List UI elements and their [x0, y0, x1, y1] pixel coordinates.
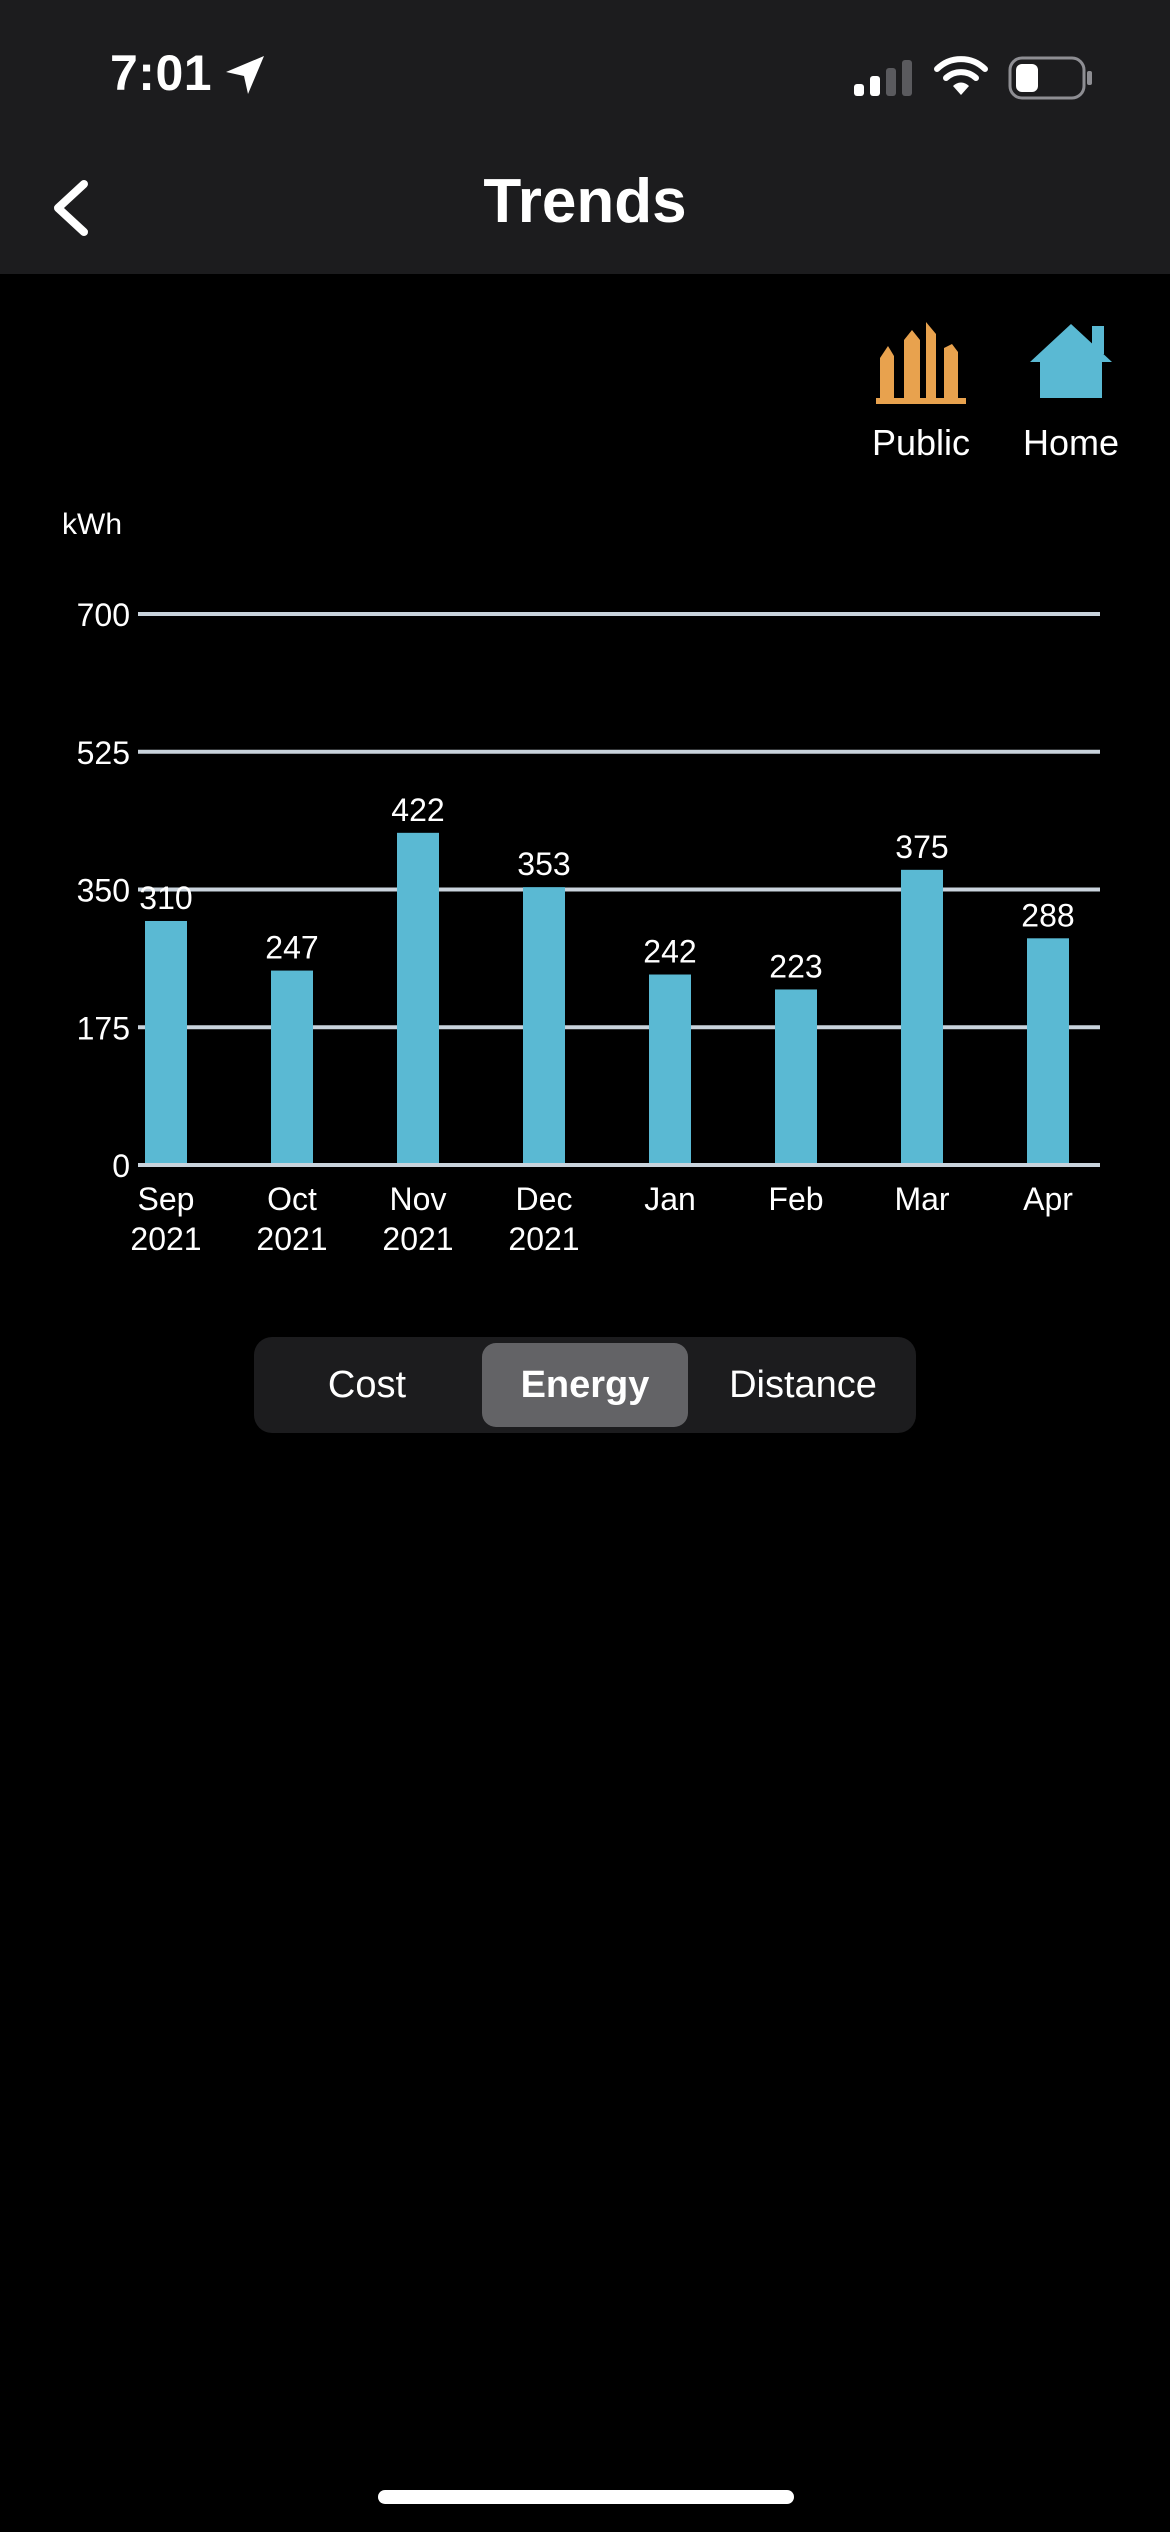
- segment-cost[interactable]: Cost: [327, 1364, 407, 1406]
- page-title: Trends: [483, 167, 687, 236]
- bar-value-label: 242: [643, 934, 696, 970]
- x-tick-label: Mar: [894, 1181, 949, 1217]
- cell-signal-icon: [854, 60, 912, 96]
- back-chevron-icon[interactable]: [34, 170, 110, 246]
- home-indicator: [378, 2490, 794, 2504]
- bar: [397, 832, 439, 1163]
- location-arrow-icon: [226, 56, 264, 94]
- y-tick-label: 175: [77, 1010, 130, 1046]
- bar-value-label: 247: [265, 930, 318, 966]
- public-filter-button[interactable]: Public: [851, 318, 991, 464]
- navigation-bar: Trends: [0, 150, 1170, 274]
- metric-segmented-control: Cost Energy Distance: [254, 1337, 916, 1433]
- y-tick-label: 350: [77, 873, 130, 909]
- x-tick-label: Jan: [644, 1181, 696, 1217]
- wifi-icon: [934, 56, 988, 95]
- bar: [145, 920, 187, 1163]
- x-tick-year-label: 2021: [256, 1221, 327, 1257]
- bar-value-label: 288: [1021, 897, 1074, 933]
- y-axis-unit-label: kWh: [62, 508, 122, 541]
- bar: [649, 974, 691, 1163]
- x-tick-label: Apr: [1023, 1181, 1073, 1217]
- x-tick-year-label: 2021: [130, 1221, 201, 1257]
- house-icon: [1030, 324, 1112, 398]
- y-tick-label: 525: [77, 735, 130, 771]
- bar: [271, 970, 313, 1163]
- bar: [1027, 938, 1069, 1163]
- city-buildings-icon: [876, 322, 966, 404]
- status-bar: 7:01: [0, 0, 1170, 150]
- segment-energy[interactable]: Energy: [482, 1343, 688, 1427]
- home-filter-button[interactable]: Home: [1001, 318, 1141, 464]
- bar: [901, 869, 943, 1163]
- header-area: 7:01 Trends: [0, 0, 1170, 274]
- bar-value-label: 310: [139, 880, 192, 916]
- x-tick-year-label: 2021: [508, 1221, 579, 1257]
- x-tick-label: Sep: [138, 1181, 195, 1217]
- y-tick-label: 700: [77, 597, 130, 633]
- x-tick-year-label: 2021: [382, 1221, 453, 1257]
- energy-bar-chart: kWh 0 175 350 525 700 310 Sep 2021 247 Oct 2021 422 N…: [0, 490, 1170, 1290]
- bar-value-label: 422: [391, 792, 444, 828]
- bar-value-label: 223: [769, 948, 822, 984]
- bar: [523, 887, 565, 1163]
- chart-canvas: kWh 0 175 350 525 700 310 Sep 2021 247 Oct 2021 422 N…: [62, 508, 1100, 1257]
- x-tick-label: Dec: [516, 1181, 573, 1217]
- bar-value-label: 375: [895, 829, 948, 865]
- battery-icon: [1008, 56, 1092, 100]
- segment-distance[interactable]: Distance: [729, 1364, 877, 1406]
- public-filter-label: Public: [871, 422, 971, 463]
- x-tick-label: Oct: [267, 1181, 317, 1217]
- y-tick-label: 0: [112, 1148, 130, 1184]
- bar-value-label: 353: [517, 846, 570, 882]
- home-filter-label: Home: [1022, 422, 1120, 463]
- status-time: 7:01: [110, 45, 213, 101]
- bar: [775, 989, 817, 1163]
- x-tick-label: Nov: [390, 1181, 447, 1217]
- x-tick-label: Feb: [768, 1181, 823, 1217]
